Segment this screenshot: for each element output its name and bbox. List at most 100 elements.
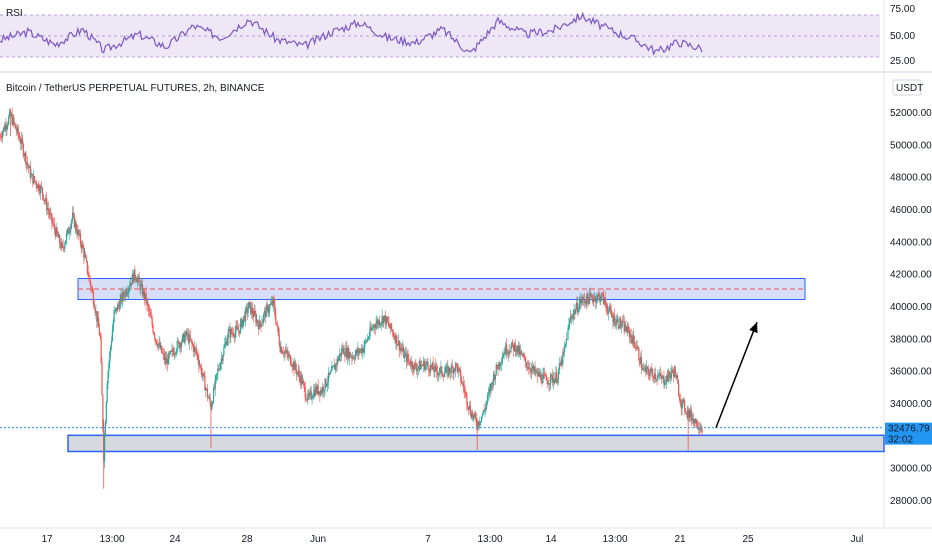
candle-body [155,340,158,345]
candle-body [143,290,145,299]
candle-body [62,245,64,248]
candle-body [691,418,694,421]
y-tick-label: 36000.00 [890,367,932,378]
candle-body [110,341,113,347]
candle-body [19,137,21,142]
candle-body [127,292,129,294]
candle-body [591,295,593,300]
candle-body [640,357,642,364]
candle-body [128,287,130,293]
candle-body [104,436,106,462]
candle-body [235,326,237,332]
candle-body [386,316,388,322]
candle-body [555,372,557,379]
candle-body [0,136,2,138]
candle-body [11,114,13,125]
candle-body [578,303,580,311]
candle-body [194,347,196,350]
x-tick-label: 7 [425,534,431,545]
projection-arrowhead [749,322,758,334]
candle-body [595,296,597,303]
candle-body [423,361,426,370]
candle-body [262,320,264,323]
candle-body [388,322,390,327]
candle-body [614,315,616,325]
candle-body [490,383,492,392]
candle-body [457,367,459,373]
candle-body [400,347,402,350]
candle-body [29,166,31,178]
candle-body [488,389,490,393]
candle-body [96,311,98,322]
candle-body [130,282,133,285]
candle-body [430,364,433,368]
candle-body [49,213,51,215]
candle-body [122,291,124,302]
candle-body [590,295,592,297]
candle-body [677,378,679,384]
candle-body [110,346,112,353]
candle-body [196,352,198,354]
candle-body [548,383,550,385]
currency-badge[interactable]: USDT [892,79,923,96]
candle-body [139,281,141,290]
candle-body [132,274,134,283]
candle-body [442,375,445,377]
candle-body [701,428,703,433]
candle-body [656,378,658,380]
candle-body [7,124,9,127]
candle-body [241,318,243,328]
candle-body [455,363,458,365]
candle-body [191,340,193,344]
projection-arrow[interactable] [715,321,758,428]
candle-body [566,339,568,341]
candle-body [512,344,515,351]
candle-body [560,359,562,366]
candle-body [250,302,252,314]
candle-body [675,375,677,378]
candle-body [676,375,678,379]
candle-body [673,366,675,377]
candle-body [157,344,159,347]
y-tick-label: 48000.00 [890,173,932,184]
candle-body [682,400,684,401]
candle-body [265,305,267,318]
candle-body [696,419,698,427]
candle-body [28,166,30,169]
candle-body [695,419,697,424]
candle-body [498,362,500,370]
candle-body [416,368,419,372]
candle-body [670,373,672,378]
candle-body [95,311,97,313]
candle-body [668,370,670,376]
candle-body [79,233,82,244]
candle-body [45,198,47,202]
candle-body [165,357,167,364]
candle-body [147,301,149,306]
candle-body [281,347,283,354]
candle-body [47,208,50,212]
currency-badge-box [892,79,922,96]
candle-body [318,391,320,394]
candle-body [117,304,120,306]
candle-body [24,153,26,157]
candle-body [641,368,643,370]
candle-body [620,318,622,327]
candle-body [655,378,657,380]
candle-body [59,243,62,248]
candle-body [574,310,576,314]
candle-body [487,392,490,396]
candle-body [469,405,471,415]
candle-body [582,297,584,301]
candle-body [458,367,460,370]
candle-body [323,390,325,392]
candle-body [80,243,82,249]
candle-body [672,369,674,373]
candle-body [519,351,522,355]
candle-body [180,342,183,348]
candle-body [257,323,260,330]
candle-body [279,344,281,352]
support-zone[interactable] [67,434,885,453]
candle-body [573,310,575,314]
candle-body [179,343,181,348]
